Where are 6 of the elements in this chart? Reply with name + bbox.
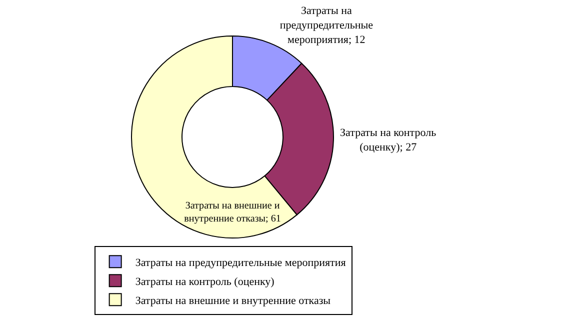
data-label: Затраты на внешние и внутренние отказы; 61 bbox=[184, 200, 281, 225]
data-label: Затраты на контроль (оценку); 27 bbox=[340, 127, 436, 154]
legend-label: Затраты на предупредительные мероприятия bbox=[135, 256, 346, 269]
legend-label: Затраты на внешние и внутренние отказы bbox=[135, 294, 332, 307]
legend-label: Затраты на контроль (оценку) bbox=[135, 276, 275, 288]
data-label: Затраты на предупредительные мероприятия; 12 bbox=[280, 5, 374, 46]
